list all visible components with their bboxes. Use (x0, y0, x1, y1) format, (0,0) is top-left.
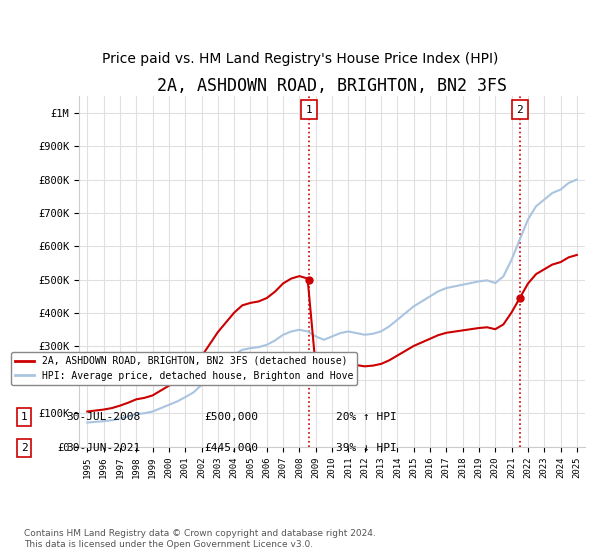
Text: 1: 1 (20, 412, 28, 422)
Legend: 2A, ASHDOWN ROAD, BRIGHTON, BN2 3FS (detached house), HPI: Average price, detach: 2A, ASHDOWN ROAD, BRIGHTON, BN2 3FS (det… (11, 352, 357, 385)
Title: 2A, ASHDOWN ROAD, BRIGHTON, BN2 3FS: 2A, ASHDOWN ROAD, BRIGHTON, BN2 3FS (157, 77, 507, 95)
Text: 2: 2 (20, 443, 28, 453)
Text: 1: 1 (305, 105, 312, 114)
Text: 2: 2 (517, 105, 523, 114)
Text: Contains HM Land Registry data © Crown copyright and database right 2024.
This d: Contains HM Land Registry data © Crown c… (24, 529, 376, 549)
Text: £445,000: £445,000 (204, 443, 258, 453)
Text: Price paid vs. HM Land Registry's House Price Index (HPI): Price paid vs. HM Land Registry's House … (102, 52, 498, 66)
Text: £500,000: £500,000 (204, 412, 258, 422)
Text: 39% ↓ HPI: 39% ↓ HPI (336, 443, 397, 453)
Text: 30-JUN-2021: 30-JUN-2021 (66, 443, 140, 453)
Text: 30-JUL-2008: 30-JUL-2008 (66, 412, 140, 422)
Text: 20% ↑ HPI: 20% ↑ HPI (336, 412, 397, 422)
